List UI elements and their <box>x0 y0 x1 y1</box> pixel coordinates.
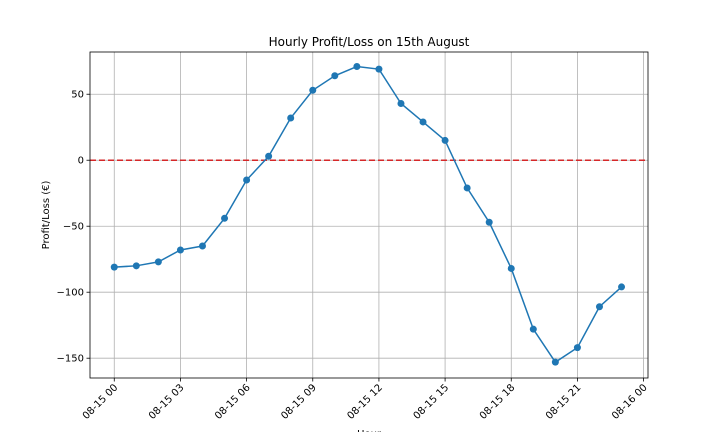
data-point <box>441 136 449 144</box>
data-point <box>176 246 184 254</box>
x-axis-label: Hour <box>357 429 382 432</box>
y-tick-label: 0 <box>78 156 84 167</box>
data-point <box>419 118 427 126</box>
data-point <box>595 303 603 311</box>
data-point <box>265 152 273 160</box>
data-point <box>243 176 251 184</box>
y-tick-label: 50 <box>71 90 84 101</box>
data-point <box>353 63 361 71</box>
y-tick-label: −100 <box>57 288 84 299</box>
data-point <box>573 344 581 352</box>
data-point <box>198 242 206 250</box>
data-point <box>397 99 405 107</box>
chart-title: Hourly Profit/Loss on 15th August <box>269 35 470 49</box>
y-tick-label: −150 <box>57 354 84 365</box>
data-point <box>485 218 493 226</box>
y-axis-ticks: 50 0 −50 −100 −150 <box>57 90 90 365</box>
data-point <box>221 214 229 222</box>
data-point <box>375 65 383 73</box>
data-point <box>287 114 295 122</box>
data-point <box>463 184 471 192</box>
data-point <box>309 86 317 94</box>
y-axis-label: Profit/Loss (€) <box>41 181 52 250</box>
data-point <box>618 283 626 291</box>
series-profit-loss <box>110 63 626 366</box>
data-point <box>132 262 140 270</box>
series-line <box>114 65 623 364</box>
data-point <box>110 263 118 271</box>
y-tick-label: −50 <box>63 222 84 233</box>
data-point <box>551 358 559 366</box>
data-point <box>154 258 162 266</box>
data-point <box>529 325 537 333</box>
data-point <box>507 264 515 272</box>
plot-area-frame <box>89 51 649 379</box>
data-point <box>331 72 339 80</box>
